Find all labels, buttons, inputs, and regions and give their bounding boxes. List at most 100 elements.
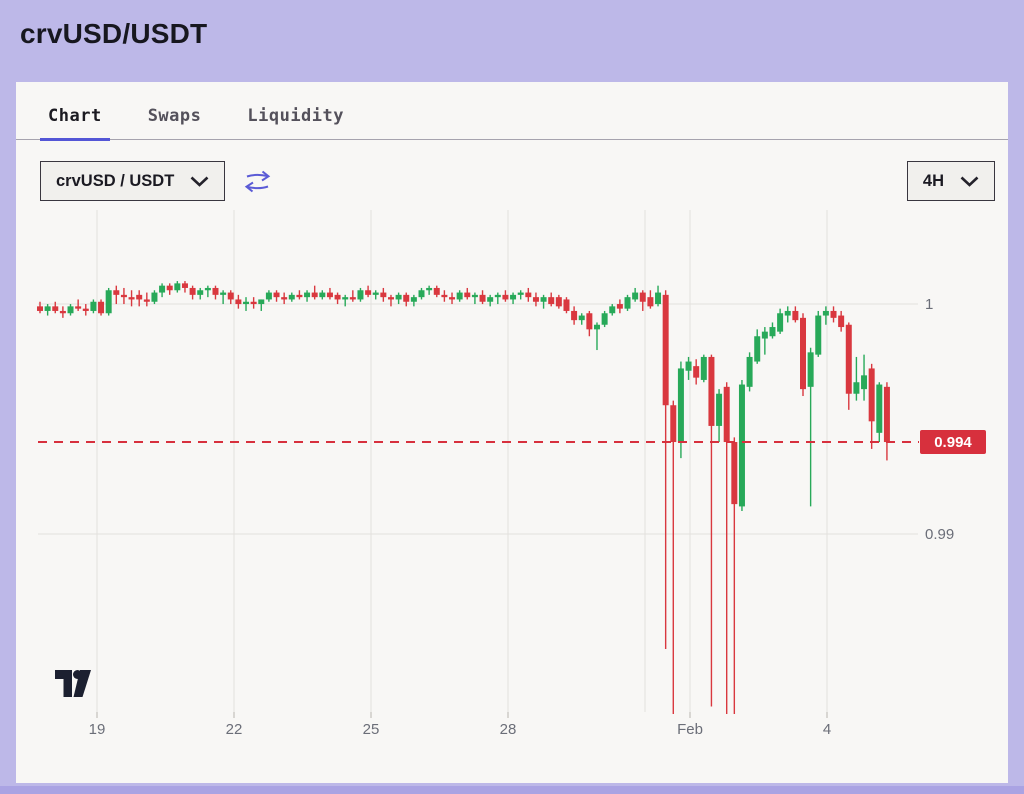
candle	[220, 292, 227, 295]
candle	[189, 287, 196, 295]
x-axis-label: 4	[823, 721, 831, 738]
candle	[449, 297, 456, 300]
candle	[258, 299, 265, 305]
y-axis-label: 1	[925, 296, 933, 313]
swap-direction-button[interactable]	[242, 168, 273, 195]
candle	[418, 290, 425, 298]
candle	[387, 297, 394, 300]
candle	[838, 315, 845, 328]
chevron-down-icon	[960, 176, 979, 187]
x-axis-label: 22	[226, 721, 243, 738]
candle	[342, 297, 349, 300]
candle	[181, 283, 188, 288]
candle	[357, 290, 364, 300]
candle	[273, 292, 280, 298]
timeframe-selector[interactable]: 4H	[906, 161, 995, 201]
tab-chart[interactable]: Chart	[40, 106, 110, 141]
candle	[296, 294, 303, 298]
x-axis-label: Feb	[677, 721, 703, 738]
candlestick-chart[interactable]: 19 22 25 28 Feb 4 1 0.99 0.994	[16, 210, 1008, 755]
candle	[319, 292, 326, 298]
candle	[166, 285, 173, 291]
candle	[723, 386, 730, 443]
candle	[59, 310, 66, 314]
candle	[670, 405, 677, 443]
candle	[571, 310, 578, 321]
candle	[632, 292, 639, 300]
candle	[326, 292, 333, 298]
candle	[716, 393, 723, 426]
candle	[876, 384, 883, 433]
candle	[792, 310, 799, 321]
candle	[304, 292, 311, 298]
candle	[403, 294, 410, 302]
candle	[555, 297, 562, 307]
pair-selector[interactable]: crvUSD / USDT	[40, 161, 226, 201]
page-title: crvUSD/USDT	[20, 18, 208, 49]
candle	[235, 299, 242, 305]
candle	[52, 306, 59, 311]
candle	[586, 313, 593, 330]
candle	[609, 306, 616, 314]
candle	[754, 336, 761, 362]
candle	[662, 294, 669, 406]
candle	[624, 297, 631, 309]
candle	[853, 382, 860, 394]
candle	[75, 306, 82, 309]
candle	[510, 294, 517, 300]
chart-controls: crvUSD / USDT 4H	[16, 160, 1008, 202]
candle	[197, 290, 204, 295]
candle	[471, 294, 478, 298]
candle	[868, 368, 875, 422]
candle	[578, 315, 585, 321]
candle	[464, 292, 471, 298]
candle	[143, 299, 150, 302]
candle	[861, 375, 868, 390]
candle	[120, 294, 127, 298]
candle	[395, 294, 402, 300]
candle	[250, 301, 257, 305]
candle	[479, 294, 486, 302]
candle	[639, 292, 646, 302]
candle	[372, 292, 379, 295]
candle	[98, 301, 105, 314]
candle	[349, 297, 356, 300]
candle	[777, 313, 784, 332]
candle	[845, 324, 852, 394]
candle	[441, 294, 448, 298]
candle	[784, 310, 791, 316]
candle	[410, 297, 417, 302]
candle	[593, 324, 600, 330]
candle	[113, 290, 120, 295]
candle	[800, 317, 806, 390]
candle	[67, 306, 74, 314]
swap-arrows-icon	[245, 170, 271, 192]
tab-swaps[interactable]: Swaps	[147, 106, 202, 126]
candle	[655, 292, 662, 305]
candle	[815, 315, 822, 355]
candle	[822, 310, 829, 316]
candle	[159, 285, 166, 293]
candle	[136, 294, 143, 300]
y-axis-label: 0.99	[925, 526, 954, 543]
last-price-badge	[920, 430, 986, 455]
candle	[517, 292, 524, 295]
candle	[433, 287, 440, 295]
candle	[563, 299, 570, 311]
x-axis-label: 19	[89, 721, 106, 738]
candle	[128, 297, 135, 300]
candle	[281, 297, 288, 300]
candle	[601, 313, 608, 325]
candle	[761, 331, 768, 339]
last-price-label: 0.994	[934, 434, 972, 451]
tab-liquidity[interactable]: Liquidity	[247, 106, 344, 126]
candle	[677, 368, 684, 443]
candle	[502, 294, 509, 300]
pair-selector-value: crvUSD / USDT	[56, 171, 175, 190]
candle	[487, 297, 494, 302]
candle	[830, 310, 837, 318]
candle	[288, 294, 295, 300]
candle	[769, 327, 776, 337]
candle	[82, 308, 89, 311]
tradingview-logo[interactable]	[55, 670, 91, 698]
